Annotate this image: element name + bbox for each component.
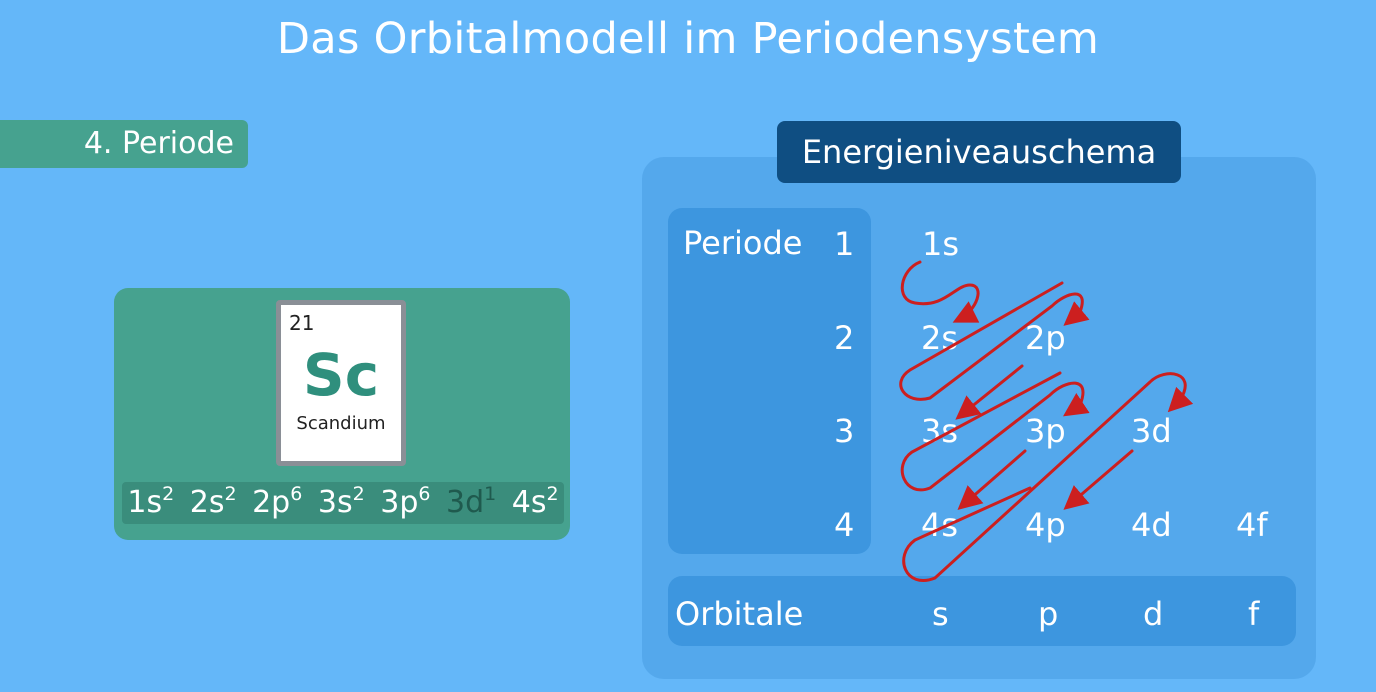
period-number-1: 1 <box>834 225 855 263</box>
config-orbital: 3s <box>317 485 353 520</box>
arrow-3p-4s <box>957 449 1027 510</box>
period-label: Periode <box>683 224 803 262</box>
period-number-3: 3 <box>834 412 855 450</box>
period-column <box>668 208 871 554</box>
element-name: Scandium <box>296 413 386 434</box>
config-electrons: 2 <box>224 483 237 505</box>
config-electrons: 6 <box>418 483 431 505</box>
arrow-3d-4p <box>1063 449 1134 510</box>
config-term: 2p6 <box>252 483 303 521</box>
energy-scheme-header: Energieniveauschema <box>777 121 1181 183</box>
level-1s: 1s <box>922 225 960 263</box>
orbital-type-s: s <box>932 595 949 633</box>
config-electrons: 1 <box>484 483 497 505</box>
level-4f: 4f <box>1236 506 1268 544</box>
arrow-2s-2p <box>899 281 1090 401</box>
arrow-2p-3s <box>955 364 1024 420</box>
config-term: 1s2 <box>127 483 175 521</box>
atomic-number: 21 <box>289 311 315 335</box>
level-2s: 2s <box>921 319 959 357</box>
config-term-highlight: 3d1 <box>446 483 497 521</box>
orbital-row <box>668 576 1296 646</box>
level-2p: 2p <box>1025 319 1066 357</box>
level-4s: 4s <box>921 506 959 544</box>
config-orbital: 3p <box>380 485 419 520</box>
config-electrons: 6 <box>290 483 303 505</box>
arrow-1s-2s <box>900 260 980 323</box>
config-orbital: 2p <box>252 485 291 520</box>
arrow-3s-3p <box>900 371 1090 492</box>
orbital-type-p: p <box>1038 595 1059 633</box>
page-title: Das Orbitalmodell im Periodensystem <box>276 14 1100 64</box>
period-number-2: 2 <box>834 319 855 357</box>
config-electrons: 2 <box>352 483 365 505</box>
element-tile: 21 Sc Scandium <box>276 300 406 466</box>
level-3p: 3p <box>1025 412 1066 450</box>
element-symbol: Sc <box>302 341 380 409</box>
config-term: 3s2 <box>317 483 365 521</box>
config-electrons: 2 <box>546 483 559 505</box>
config-electrons: 2 <box>162 483 175 505</box>
level-4p: 4p <box>1025 506 1066 544</box>
config-term: 2s2 <box>189 483 237 521</box>
orbital-type-d: d <box>1143 595 1164 633</box>
config-orbital: 4s <box>511 485 547 520</box>
electron-configuration: 1s2 2s2 2p6 3s2 3p6 3d1 4s2 <box>122 482 564 524</box>
orbitals-label: Orbitale <box>675 595 804 633</box>
config-term: 3p6 <box>380 483 431 521</box>
config-orbital: 2s <box>189 485 225 520</box>
arrow-4s-3d <box>902 372 1194 582</box>
element-panel: 21 Sc Scandium 1s2 2s2 2p6 3s2 3p6 3d1 4… <box>114 288 570 540</box>
config-orbital: 3d <box>446 485 485 520</box>
level-4d: 4d <box>1131 506 1172 544</box>
level-3d: 3d <box>1131 412 1172 450</box>
config-orbital: 1s <box>127 485 163 520</box>
period-number-4: 4 <box>834 506 855 544</box>
period-badge: 4. Periode <box>0 120 248 168</box>
orbital-type-f: f <box>1248 595 1260 633</box>
config-term: 4s2 <box>511 483 559 521</box>
